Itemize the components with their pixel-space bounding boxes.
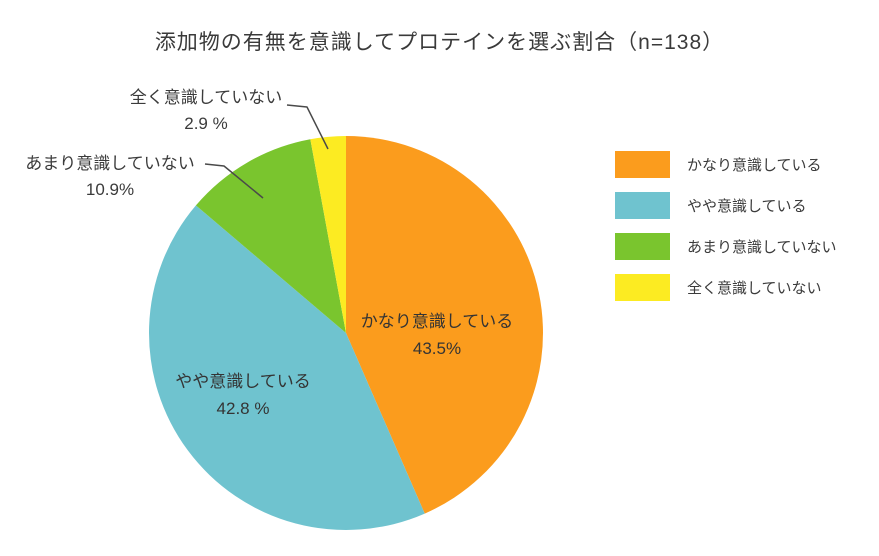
callout-value: 2.9 % — [184, 114, 228, 133]
legend-label: やや意識している — [687, 198, 807, 215]
callout-value: 10.9% — [85, 180, 135, 199]
legend-swatch-somewhat-conscious — [615, 192, 670, 219]
leader-line-not-very — [204, 163, 264, 199]
pie-slice-somewhat-conscious — [149, 205, 425, 530]
legend: かなり意識している やや意識している あまり意識していない 全く意識していない — [615, 151, 837, 315]
legend-swatch-not-very-conscious — [615, 233, 670, 260]
legend-label: 全く意識していない — [687, 280, 822, 297]
legend-label: あまり意識していない — [687, 239, 837, 256]
callout-label: あまり意識していない — [25, 154, 195, 173]
legend-item-not-at-all-conscious: 全く意識していない — [615, 274, 837, 301]
callout-label: 全く意識していない — [129, 88, 283, 107]
legend-swatch-very-conscious — [615, 151, 670, 178]
pie-slice-not-very-conscious — [195, 139, 346, 333]
legend-swatch-not-at-all-conscious — [615, 274, 670, 301]
slice-label-somewhat-conscious: やや意識している 42.8 % — [175, 368, 311, 422]
pie-slices — [149, 136, 543, 530]
legend-item-not-very-conscious: あまり意識していない — [615, 233, 837, 260]
legend-item-very-conscious: かなり意識している — [615, 151, 837, 178]
slice-label-value: 43.5% — [412, 339, 462, 358]
legend-item-somewhat-conscious: やや意識している — [615, 192, 837, 219]
callout-not-at-all-conscious: 全く意識していない 2.9 % — [130, 85, 283, 137]
chart-title: 添加物の有無を意識してプロテインを選ぶ割合（n=138） — [154, 31, 725, 54]
slice-label-text: かなり意識している — [360, 312, 514, 331]
leader-line-not-at-all — [286, 104, 329, 150]
legend-label: かなり意識している — [687, 157, 822, 174]
slice-label-text: やや意識している — [175, 372, 311, 391]
pie-slice-very-conscious — [346, 136, 543, 514]
pie-slice-not-at-all-conscious — [310, 136, 346, 333]
slice-label-very-conscious: かなり意識している 43.5% — [361, 308, 514, 362]
callout-not-very-conscious: あまり意識していない 10.9% — [25, 151, 195, 203]
slice-label-value: 42.8 % — [216, 399, 270, 418]
